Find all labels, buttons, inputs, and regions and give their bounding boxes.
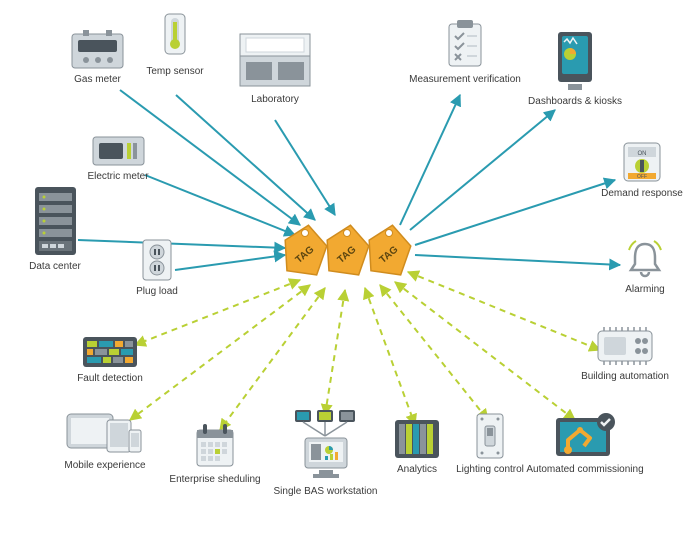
node-mobile: Mobile experience <box>35 408 175 471</box>
node-gas-meter: Gas meter <box>55 30 140 85</box>
node-lighting: Lighting control <box>450 412 530 475</box>
plug-load-icon <box>141 238 173 282</box>
node-enterprise: Enterprise sheduling <box>160 422 270 485</box>
node-dashboards: Dashboards & kiosks <box>520 30 630 107</box>
node-label: Demand response <box>592 188 692 199</box>
node-plug-load: Plug load <box>122 238 192 297</box>
gas-meter-icon <box>70 30 125 70</box>
node-building-auto: Building automation <box>565 325 685 382</box>
node-label: Gas meter <box>55 74 140 85</box>
off-label: OFF <box>637 174 647 180</box>
node-label: Electric meter <box>68 171 168 182</box>
node-electric-meter: Electric meter <box>68 135 168 182</box>
robot-arm-icon <box>554 412 616 460</box>
node-label: Temp sensor <box>140 66 210 77</box>
node-automated: Automated commissioning <box>520 412 650 475</box>
clipboard-icon <box>445 18 485 70</box>
node-label: Plug load <box>122 286 192 297</box>
node-label: Mobile experience <box>35 460 175 471</box>
node-label: Automated commissioning <box>520 464 650 475</box>
node-alarming: Alarming <box>605 238 685 295</box>
node-label: Building automation <box>565 371 685 382</box>
node-temp-sensor: Temp sensor <box>140 12 210 77</box>
node-demand-response: ON OFF Demand response <box>592 140 692 199</box>
kiosk-icon <box>554 30 596 92</box>
fault-icon <box>81 335 139 369</box>
calendar-icon <box>193 422 237 470</box>
switch-icon: ON OFF <box>621 140 663 184</box>
node-fault-detection: Fault detection <box>60 335 160 384</box>
tag-center: TAG TAG TAG <box>280 215 420 285</box>
node-label: Dashboards & kiosks <box>520 96 630 107</box>
controller-icon <box>594 325 656 367</box>
electric-meter-icon <box>91 135 146 167</box>
node-label: Alarming <box>605 284 685 295</box>
node-data-center: Data center <box>15 185 95 272</box>
temp-sensor-icon <box>159 12 191 62</box>
node-label: Data center <box>15 261 95 272</box>
node-label: Laboratory <box>215 94 335 105</box>
workstation-icon <box>289 408 363 482</box>
node-label: Fault detection <box>60 373 160 384</box>
diagram-canvas: TAG TAG TAG Gas meter Temp sensor <box>0 0 700 540</box>
node-label: Analytics <box>372 464 462 475</box>
node-measurement: Measurement verification <box>405 18 525 85</box>
laboratory-icon <box>236 30 314 90</box>
bell-icon <box>625 238 665 280</box>
node-laboratory: Laboratory <box>215 30 335 105</box>
node-label: Enterprise sheduling <box>160 474 270 485</box>
devices-icon <box>65 408 145 456</box>
analytics-icon <box>393 418 441 460</box>
node-label: Single BAS workstation <box>258 486 393 497</box>
data-center-icon <box>33 185 78 257</box>
node-analytics: Analytics <box>372 418 462 475</box>
light-switch-icon <box>475 412 505 460</box>
node-label: Measurement verification <box>405 74 525 85</box>
node-label: Lighting control <box>450 464 530 475</box>
on-label: ON <box>638 151 647 157</box>
tag-icon: TAG <box>364 223 414 278</box>
